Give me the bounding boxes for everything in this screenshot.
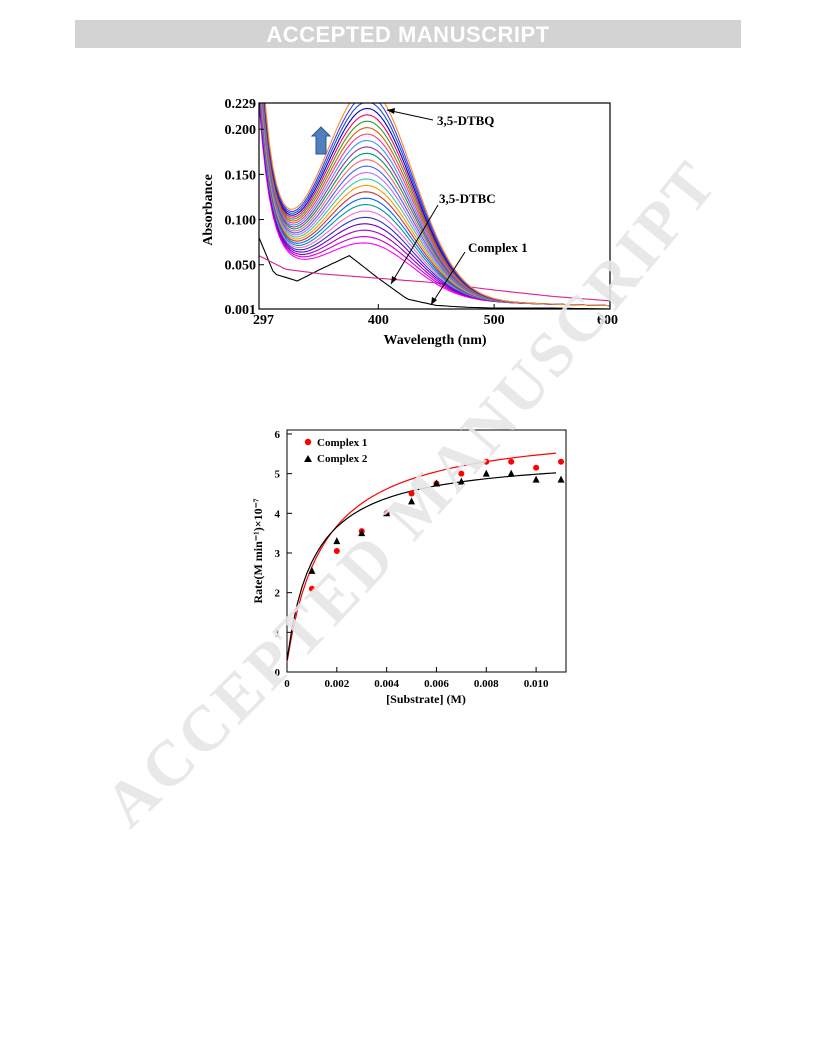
fit-curves	[286, 452, 557, 663]
y-tick-label: 0.200	[225, 123, 257, 138]
data-point-complex-1	[533, 464, 540, 471]
annotations: 3,5-DTBQ 3,5-DTBC Complex 1	[386, 108, 528, 306]
y-tick-label: 2	[275, 588, 281, 600]
x-tick-label: 0.008	[474, 678, 499, 690]
annotation-dtbc: 3,5-DTBC	[439, 191, 496, 206]
data-point-complex-1	[408, 490, 415, 497]
x-axis-label: [Substrate] (M)	[386, 692, 466, 706]
x-tick-label: 0.004	[374, 678, 399, 690]
annotation-dtbq: 3,5-DTBQ	[437, 113, 494, 128]
fit-curve	[286, 472, 557, 661]
data-point-complex-2	[432, 479, 440, 487]
data-point-complex-1	[333, 548, 340, 554]
y-tick-label: 0.150	[225, 168, 257, 183]
x-tick-label: 600	[597, 313, 618, 328]
x-tick-label: 0	[284, 678, 290, 690]
fit-curve	[286, 452, 557, 663]
y-tick-labels: 0.001 0.050 0.100 0.150 0.200 0.229	[225, 97, 264, 318]
spectrum-line	[259, 237, 610, 309]
axis-ticks: 0 1 2 3 4 5 6 0 0.002 0.004 0.006 0.008 0.010	[275, 429, 549, 690]
legend-marker-complex-2	[304, 455, 312, 462]
accepted-manuscript-banner: ACCEPTED MANUSCRIPT	[75, 20, 741, 48]
y-tick-label: 0.050	[225, 259, 257, 274]
y-tick-label: 4	[275, 508, 281, 520]
y-axis-label: Rate(M min⁻¹)×10⁻⁷	[251, 498, 265, 603]
y-tick-label: 0	[275, 667, 281, 679]
data-point-complex-2	[358, 529, 366, 537]
x-tick-label: 0.010	[524, 678, 549, 690]
plot-frame	[258, 102, 611, 310]
x-tick-label: 297	[253, 313, 274, 328]
data-point-complex-1	[308, 585, 315, 592]
data-point-complex-2	[507, 469, 515, 477]
y-tick-label: 0.100	[225, 214, 257, 229]
data-point-complex-2	[333, 537, 341, 545]
increase-arrow-icon	[310, 126, 332, 155]
y-axis-label: Absorbance	[201, 174, 216, 246]
legend-label-complex-2: Complex 2	[317, 453, 368, 465]
legend-label-complex-1: Complex 1	[317, 437, 367, 449]
data-point-complex-1	[508, 458, 515, 465]
data-point-complex-2	[308, 566, 316, 574]
y-tick-label: 0.229	[225, 97, 257, 112]
y-tick-label: 6	[275, 429, 281, 441]
data-point-complex-2	[532, 475, 540, 483]
data-point-complex-2	[482, 469, 490, 477]
legend: Complex 1 Complex 2	[304, 437, 368, 465]
x-tick-label: 500	[484, 313, 505, 328]
data-point-complex-2	[457, 477, 465, 485]
data-point-complex-2	[383, 509, 391, 517]
complex1-pointer	[430, 251, 466, 306]
x-tick-label: 400	[368, 313, 389, 328]
data-point-complex-1	[483, 458, 490, 465]
x-tick-labels: 297 400 500 600	[253, 304, 618, 328]
x-axis-label: Wavelength (nm)	[383, 333, 486, 348]
data-point-complex-1	[458, 470, 465, 477]
x-tick-label: 0.006	[424, 678, 449, 690]
dtbc-arrowhead	[391, 276, 397, 284]
data-point-complex-2	[557, 475, 565, 483]
dtbq-pointer	[386, 109, 434, 121]
y-tick-label: 5	[275, 469, 281, 481]
y-tick-label: 1	[275, 627, 281, 639]
data-point-complex-1	[558, 458, 565, 465]
data-point-complex-2	[408, 497, 416, 505]
rate-vs-substrate-chart: 0 1 2 3 4 5 6 0 0.002 0.004 0.006 0.008 0.010 Comple…	[251, 429, 567, 706]
annotation-complex-1: Complex 1	[468, 240, 528, 255]
legend-marker-complex-1	[304, 438, 312, 446]
complex1-arrowhead	[431, 297, 437, 305]
plot-frame	[286, 429, 567, 673]
spectra-curves	[259, 103, 610, 309]
dtbc-pointer	[390, 204, 439, 285]
y-tick-label: 0.001	[225, 303, 257, 318]
y-tick-label: 3	[275, 548, 281, 560]
spectrum-line	[264, 103, 610, 307]
uv-vis-spectra-chart: 0.001 0.050 0.100 0.150 0.200 0.229 297 400 500…	[201, 97, 618, 348]
data-points	[308, 458, 565, 592]
dtbq-arrowhead	[387, 108, 395, 114]
x-tick-label: 0.002	[324, 678, 349, 690]
